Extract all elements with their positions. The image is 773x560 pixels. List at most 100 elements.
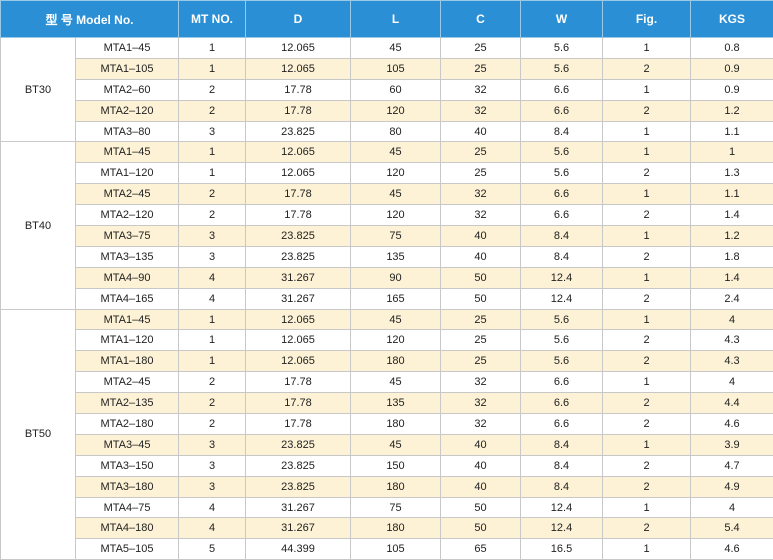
table-cell: MTA2–45: [75, 183, 179, 206]
table-cell: 23.825: [245, 245, 351, 268]
table-cell: 180: [350, 413, 441, 435]
table-row: MTA2–45 2 17.78 45 32 6.6 1 1.1: [1, 183, 773, 206]
table-cell: 1: [602, 433, 691, 456]
table-cell: MTA3–75: [75, 225, 179, 247]
table-cell: 25: [440, 308, 521, 331]
table-cell: 23.825: [245, 454, 351, 477]
table-row: MTA3–135 3 23.825 135 40 8.4 2 1.8: [1, 245, 773, 268]
table-cell: 8.4: [520, 120, 603, 143]
table-cell: MTA4–165: [75, 287, 179, 310]
table-cell: 4.6: [690, 538, 773, 560]
table-cell: 8.4: [520, 245, 603, 268]
table-row: MTA2–120 2 17.78 120 32 6.6 2 1.4: [1, 204, 773, 227]
table-cell: 17.78: [245, 183, 351, 206]
table-cell: 12.4: [520, 517, 603, 540]
table-cell: 4: [178, 496, 246, 519]
table-cell: 25: [440, 329, 521, 352]
table-cell: 17.78: [245, 371, 351, 394]
table-cell: 25: [440, 141, 521, 164]
table-row: MTA1–120 1 12.065 120 25 5.6 2 4.3: [1, 329, 773, 352]
table-cell: 40: [440, 225, 521, 247]
table-cell: 1: [602, 496, 691, 519]
table-cell: 8.4: [520, 433, 603, 456]
table-row: MTA3–150 3 23.825 150 40 8.4 2 4.7: [1, 454, 773, 477]
table-cell: MTA1–105: [75, 57, 179, 80]
table-cell: MTA3–180: [75, 475, 179, 498]
table-cell: 1: [602, 266, 691, 289]
table-cell: 2: [602, 57, 691, 80]
table-cell: 2: [178, 78, 246, 101]
table-cell: 4: [690, 496, 773, 519]
table-row: MTA4–90 4 31.267 90 50 12.4 1 1.4: [1, 266, 773, 289]
table-cell: 40: [440, 475, 521, 498]
table-cell: 1: [690, 141, 773, 164]
table-cell: 4: [178, 266, 246, 289]
table-cell: 75: [350, 496, 441, 519]
table-cell: 31.267: [245, 496, 351, 519]
table-cell: 40: [440, 454, 521, 477]
table-cell: 2: [178, 392, 246, 415]
table-cell: 5.6: [520, 37, 603, 59]
table-cell: 32: [440, 204, 521, 227]
table-cell: 6.6: [520, 183, 603, 206]
table-cell: 5.6: [520, 308, 603, 331]
table-cell: MTA2–45: [75, 371, 179, 394]
group-cell: BT50: [0, 308, 76, 560]
table-cell: 6.6: [520, 78, 603, 101]
table-cell: 4.3: [690, 350, 773, 373]
table-cell: 2: [602, 392, 691, 415]
table-cell: 12.065: [245, 37, 351, 59]
table-cell: 32: [440, 413, 521, 435]
table-cell: 4.4: [690, 392, 773, 415]
table-cell: 120: [350, 99, 441, 122]
table-cell: 2: [602, 329, 691, 352]
table-cell: 17.78: [245, 204, 351, 227]
header-cell: Fig.: [602, 0, 691, 38]
table-cell: 17.78: [245, 413, 351, 435]
table-cell: MTA2–135: [75, 392, 179, 415]
table-cell: 4.3: [690, 329, 773, 352]
table-cell: 165: [350, 287, 441, 310]
header-cell: KGS: [690, 0, 773, 38]
table-cell: 120: [350, 204, 441, 227]
table-cell: 5: [178, 538, 246, 560]
table-cell: 31.267: [245, 266, 351, 289]
table-cell: 4.7: [690, 454, 773, 477]
table-cell: 5.4: [690, 517, 773, 540]
table-cell: 4.6: [690, 413, 773, 435]
header-cell: D: [245, 0, 351, 38]
table-cell: 2: [602, 287, 691, 310]
table-row: MTA5–105 5 44.399 105 65 16.5 1 4.6: [1, 538, 773, 560]
table-cell: MTA1–45: [75, 141, 179, 164]
table-cell: 8.4: [520, 225, 603, 247]
table-cell: 1: [178, 37, 246, 59]
table-cell: 1.8: [690, 245, 773, 268]
table-cell: 120: [350, 329, 441, 352]
table-cell: 12.065: [245, 162, 351, 185]
table-cell: 0.9: [690, 78, 773, 101]
table-cell: 45: [350, 433, 441, 456]
table-cell: 23.825: [245, 120, 351, 143]
table-cell: 6.6: [520, 413, 603, 435]
table-cell: 16.5: [520, 538, 603, 560]
table-row: MTA3–75 3 23.825 75 40 8.4 1 1.2: [1, 225, 773, 247]
table-cell: 180: [350, 350, 441, 373]
table-cell: MTA4–75: [75, 496, 179, 519]
table-row: MTA3–45 3 23.825 45 40 8.4 1 3.9: [1, 433, 773, 456]
table-cell: 2: [602, 99, 691, 122]
table-cell: 6.6: [520, 371, 603, 394]
table-cell: 12.4: [520, 496, 603, 519]
table-cell: 23.825: [245, 475, 351, 498]
table-cell: 44.399: [245, 538, 351, 560]
table-cell: 12.4: [520, 287, 603, 310]
table-cell: 4: [690, 371, 773, 394]
table-cell: 32: [440, 371, 521, 394]
table-cell: 50: [440, 517, 521, 540]
table-row: MTA1–180 1 12.065 180 25 5.6 2 4.3: [1, 350, 773, 373]
table-cell: 0.8: [690, 37, 773, 59]
table-row: MTA3–80 3 23.825 80 40 8.4 1 1.1: [1, 120, 773, 143]
header-cell: L: [350, 0, 441, 38]
table-cell: 150: [350, 454, 441, 477]
group-cell: BT30: [0, 36, 76, 143]
